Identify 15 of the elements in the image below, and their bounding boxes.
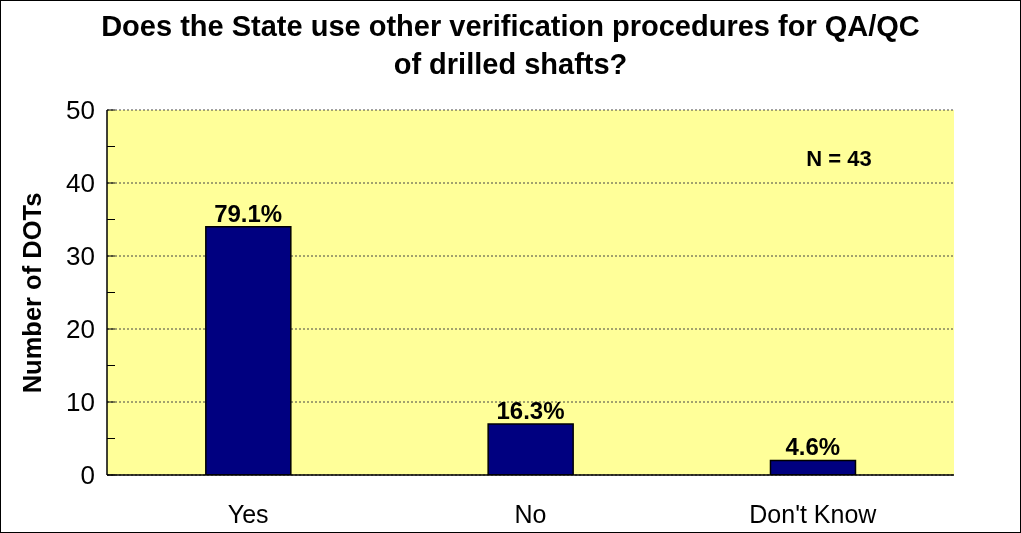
x-tick-label: No bbox=[514, 499, 547, 528]
annotation: 16.3% bbox=[496, 396, 565, 424]
x-tick-label: Yes bbox=[227, 499, 269, 528]
chart-title: Does the State use other verification procedures for QA/QC of drilled shafts? bbox=[100, 9, 921, 82]
y-axis-title: Number of DOTs bbox=[17, 192, 47, 393]
y-tick-label: 10 bbox=[66, 387, 95, 418]
annotation: 79.1% bbox=[214, 199, 283, 227]
annotation: N = 43 bbox=[805, 146, 873, 172]
y-tick-label: 40 bbox=[66, 168, 95, 199]
y-tick-label: 30 bbox=[66, 241, 95, 272]
y-tick-label: 0 bbox=[80, 460, 95, 491]
y-tick-label: 20 bbox=[66, 314, 95, 345]
x-tick-label: Don't Know bbox=[749, 499, 878, 528]
y-tick-label: 50 bbox=[66, 95, 95, 126]
annotation: 4.6% bbox=[785, 433, 841, 461]
